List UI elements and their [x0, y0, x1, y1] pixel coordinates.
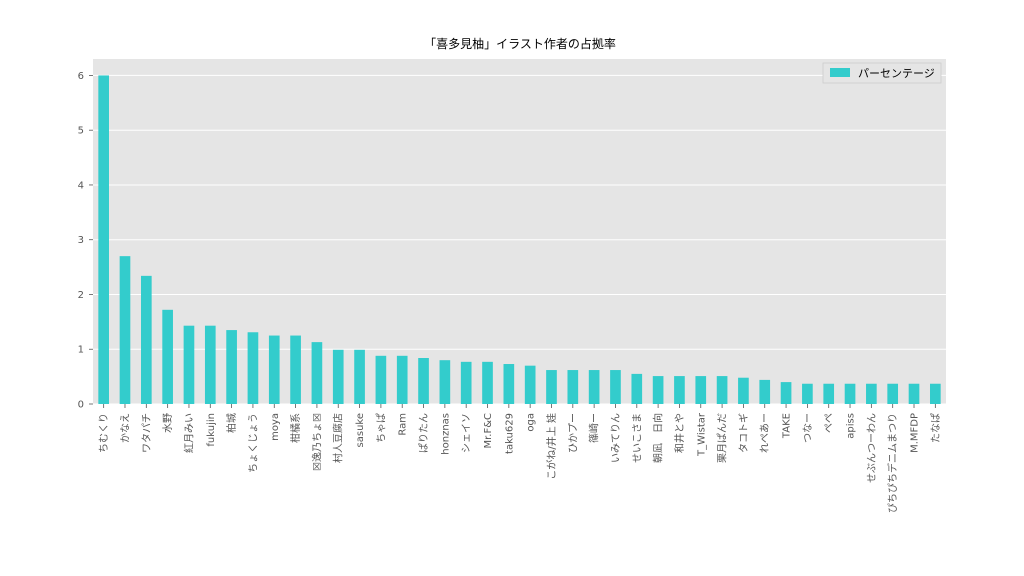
bar [98, 75, 109, 404]
bar [716, 376, 728, 404]
x-tick-label: いみてりん [610, 413, 622, 463]
x-tick-label: apiss [846, 413, 857, 439]
bar [503, 364, 515, 404]
bar [738, 377, 749, 404]
bars [98, 75, 941, 404]
bar [396, 355, 408, 404]
bar [887, 383, 899, 404]
x-tick-label: ぴちぴちデニムまつり [886, 413, 899, 513]
chart-title: 「喜多見柚」イラスト作者の占拠率 [424, 36, 616, 51]
bar [332, 349, 344, 404]
x-tick-label: sasuke [355, 413, 366, 447]
bar [226, 330, 237, 404]
bar [290, 335, 301, 404]
x-tick-label: たなぱ [930, 413, 942, 443]
bar [354, 349, 365, 404]
bar [610, 370, 621, 404]
x-tick-label: タコトギ [738, 413, 750, 453]
x-tick-label: moya [270, 413, 281, 441]
y-axis-ticks: 0 1 2 3 4 5 6 [78, 71, 93, 411]
bar [652, 376, 664, 404]
bar [119, 256, 131, 404]
bar [674, 376, 685, 404]
x-tick-label: 紅月みい [183, 413, 195, 453]
bar [866, 383, 877, 404]
x-tick-label: honznas [440, 413, 451, 455]
x-tick-label: oga [526, 413, 537, 432]
y-tick-label: 2 [78, 290, 84, 301]
x-tick-label: 朝凪 日向 [652, 413, 665, 463]
x-tick-label: シェイソ [462, 413, 473, 453]
bar [823, 383, 835, 404]
x-tick-label: Ram [398, 413, 409, 436]
bar [375, 355, 387, 404]
bar [631, 373, 643, 404]
bar [418, 358, 429, 404]
x-tick-label: こがね/井上 娃 [545, 413, 558, 480]
x-tick-label: 柑橘系 [289, 413, 302, 443]
bar [183, 325, 195, 404]
bar [311, 342, 323, 404]
legend-label: パーセンテージ [858, 67, 935, 80]
bar [140, 275, 152, 404]
bar [588, 370, 600, 404]
x-tick-label: ☒逸乃ちょ☒ [311, 413, 323, 471]
x-tick-label: ワタパチ [141, 413, 153, 453]
bar [204, 325, 216, 404]
x-tick-label: せいこさま [631, 413, 643, 463]
x-tick-label: ちゃぱ [375, 413, 387, 443]
x-tick-label: ちょくじょう [247, 413, 259, 473]
x-tick-label: 水野 [162, 413, 174, 433]
x-tick-label: TAKE [782, 413, 793, 439]
x-tick-label: 柏城 [225, 413, 238, 433]
bar [802, 383, 813, 404]
x-tick-label: 和井とや [673, 413, 686, 453]
bar [780, 382, 792, 404]
plot-background [93, 59, 946, 404]
x-tick-label: 栗月ぱんだ [717, 413, 729, 463]
x-tick-label: M.MFDP [910, 413, 921, 453]
x-tick-label: つなー [802, 413, 814, 443]
bar [844, 383, 856, 404]
legend-box [822, 62, 942, 84]
x-tick-label: 村人豆腐店 [332, 413, 345, 463]
y-tick-label: 6 [78, 71, 84, 82]
x-tick-label: ちむくり [98, 413, 110, 453]
bar [759, 379, 771, 404]
y-tick-label: 1 [78, 345, 84, 356]
legend: パーセンテージ [822, 62, 942, 84]
bar [460, 361, 472, 404]
bar [930, 383, 941, 404]
x-tick-label: ぱりたん [418, 413, 430, 453]
x-tick-label: T_Wistar [696, 412, 707, 457]
bar [268, 335, 280, 404]
legend-swatch [830, 68, 850, 77]
x-tick-label: かなえ [119, 413, 131, 443]
x-tick-label: れぺあー [759, 413, 771, 453]
bar [439, 360, 451, 404]
bar [567, 370, 579, 404]
bar [162, 309, 173, 404]
bar [247, 332, 259, 404]
y-tick-label: 3 [78, 235, 84, 246]
bar [524, 365, 536, 404]
bar [695, 376, 707, 404]
x-tick-label: fukujin [206, 413, 217, 447]
x-tick-label: ぺぺ [824, 413, 835, 433]
x-axis-ticks: ちむくり かなえ ワタパチ 水野 紅月みい fukujin 柏城 ちょくじょう moya 柑橘系 ☒… [98, 404, 942, 513]
x-tick-label: 篠崎ー [588, 413, 601, 443]
x-tick-label: Mr.F&C [483, 413, 494, 449]
y-tick-label: 0 [78, 400, 84, 411]
x-tick-label: ひかプー [567, 413, 579, 453]
bar [546, 370, 557, 404]
bar [908, 383, 920, 404]
bar [482, 361, 493, 404]
y-tick-label: 4 [78, 180, 84, 191]
x-tick-label: taku629 [504, 413, 515, 454]
y-tick-label: 5 [78, 126, 84, 137]
x-tick-label: せぶんつーわん [866, 413, 878, 483]
